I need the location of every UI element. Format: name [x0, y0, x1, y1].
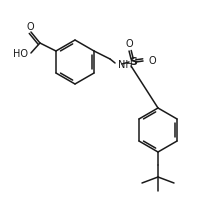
Text: HO: HO [14, 49, 28, 59]
Text: S: S [129, 57, 137, 67]
Text: O: O [26, 22, 34, 32]
Text: O: O [148, 56, 156, 66]
Text: O: O [125, 39, 133, 49]
Text: NH: NH [118, 60, 133, 70]
